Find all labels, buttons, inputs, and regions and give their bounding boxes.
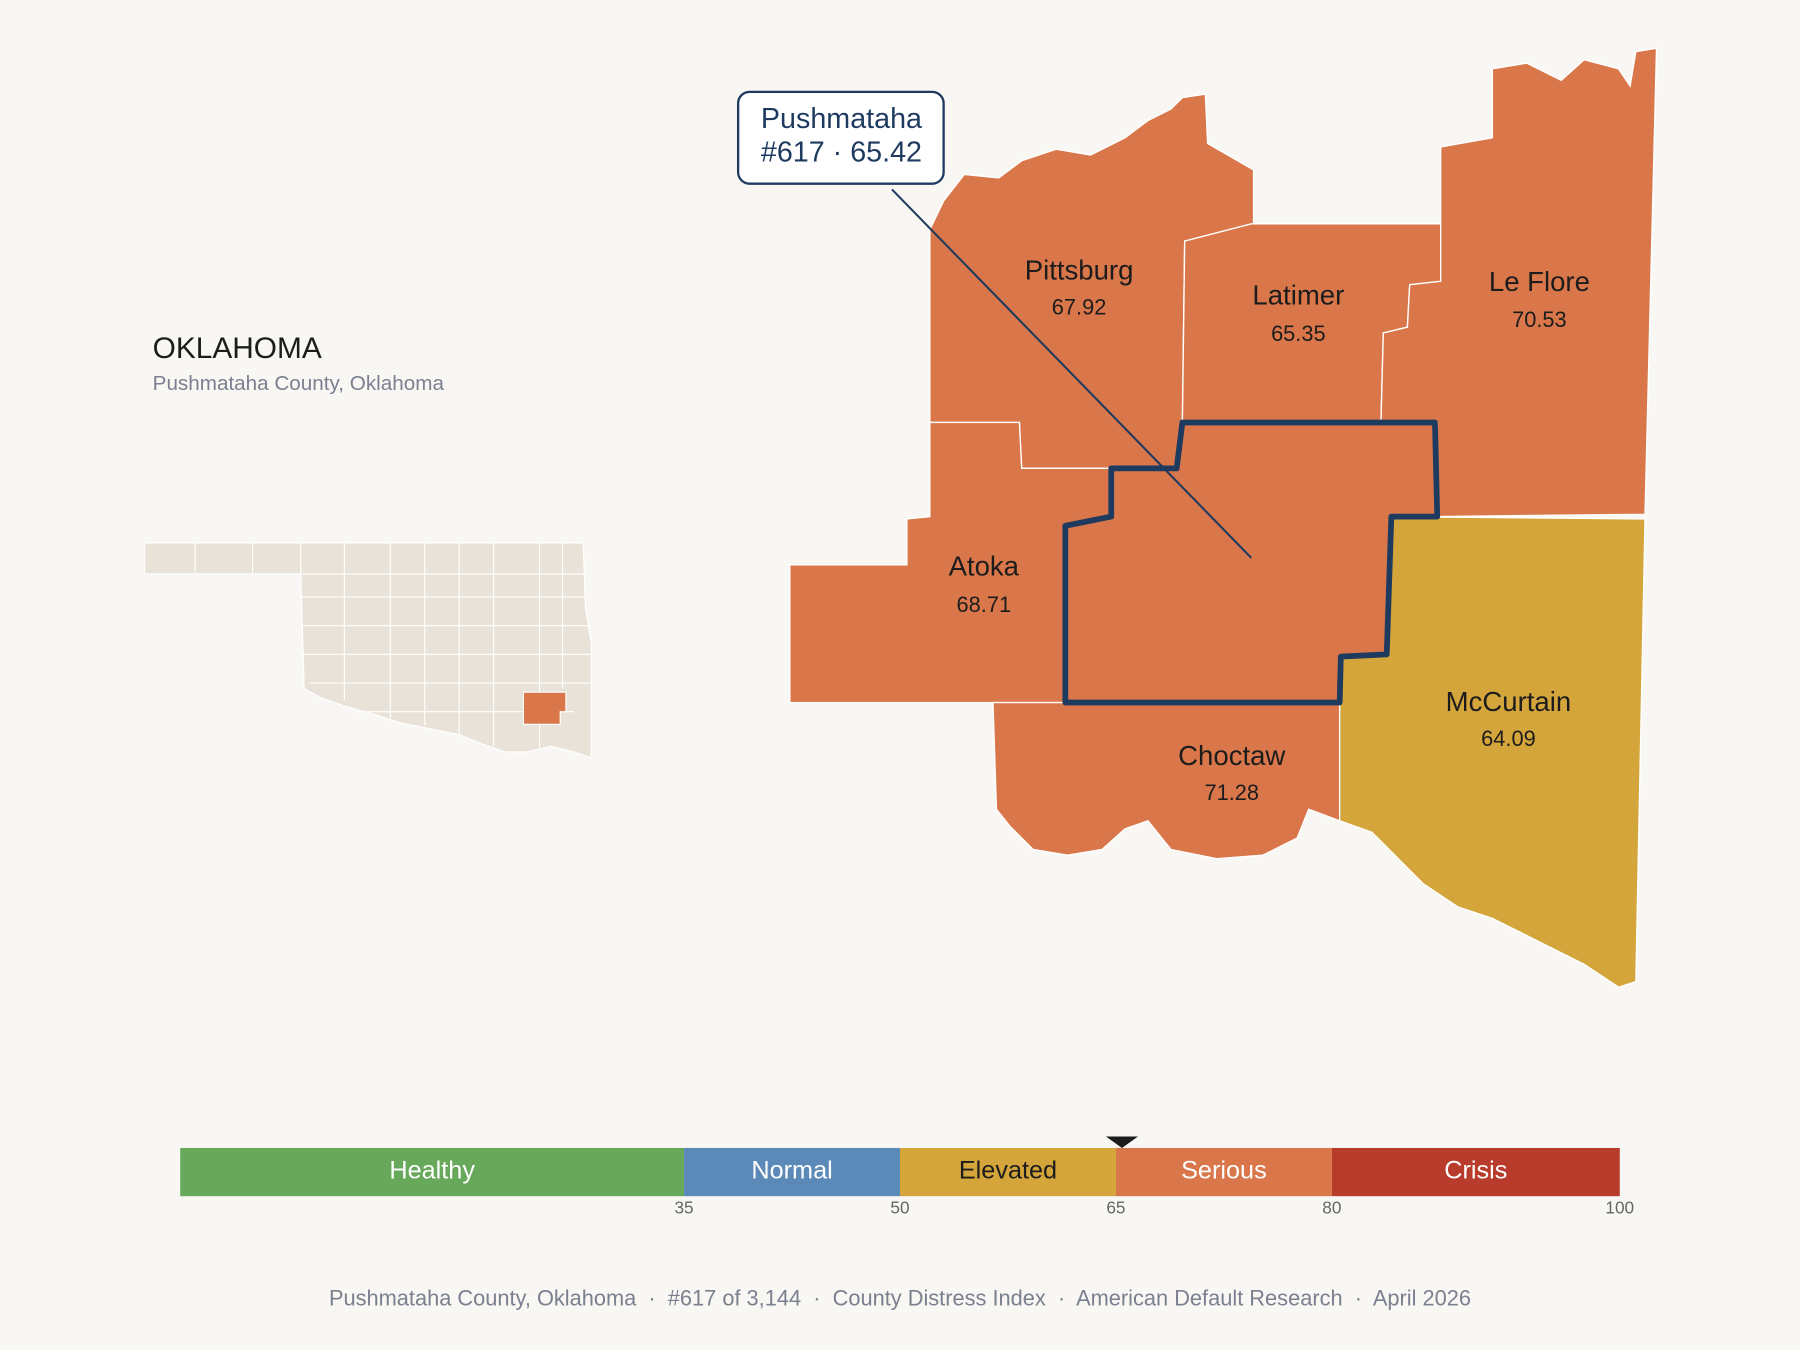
scale-segment-label: Healthy: [389, 1157, 475, 1185]
county-value: 70.53: [1512, 307, 1567, 332]
county-name: Latimer: [1252, 280, 1344, 311]
scale-segment: [900, 1147, 1116, 1197]
scale-segment-label: Crisis: [1444, 1157, 1507, 1185]
county-value: 64.09: [1481, 726, 1536, 751]
footer: Pushmataha County, Oklahoma · #617 of 3,…: [329, 1285, 1471, 1310]
inset-outline: [144, 542, 592, 759]
callout-name: Pushmataha: [761, 103, 922, 135]
leader-line: [891, 188, 1253, 559]
counties: [789, 47, 1658, 989]
title: OKLAHOMA: [153, 332, 322, 365]
scale-segment-label: Normal: [751, 1157, 832, 1185]
county-shape: [992, 701, 1341, 860]
county-labels: Pittsburg 67.92 Latimer 65.35 Le Flore 7…: [949, 254, 1590, 805]
scale-tick-label: 100: [1605, 1197, 1634, 1217]
scale-segment: [180, 1147, 685, 1197]
callout-detail: #617 · 65.42: [761, 136, 922, 168]
county-name: Choctaw: [1178, 740, 1285, 771]
callout: Pushmataha #617 · 65.42: [736, 90, 1253, 559]
inset-state: [144, 542, 592, 759]
scale-segment: [684, 1147, 900, 1197]
scale-tick-label: 65: [1106, 1197, 1125, 1217]
subtitle: Pushmataha County, Oklahoma: [153, 372, 445, 395]
distress-scale: Healthy Normal Elevated Serious Crisis 35 50 65…: [180, 1136, 1634, 1217]
county-value: 71.28: [1204, 780, 1259, 805]
county-value: 65.35: [1271, 321, 1326, 346]
county-name: McCurtain: [1446, 686, 1572, 717]
county-value: 67.92: [1052, 295, 1107, 320]
scale-segment-label: Serious: [1181, 1157, 1267, 1185]
county-value: 68.71: [957, 592, 1012, 617]
inset-county-lines: [194, 542, 592, 749]
county-shape: [1380, 47, 1658, 518]
county-name: Atoka: [949, 551, 1020, 582]
callout-box: [736, 90, 945, 185]
county-name: Pittsburg: [1025, 254, 1134, 285]
scale-segment: [1331, 1147, 1620, 1197]
scale-tick-label: 35: [674, 1197, 693, 1217]
scale-tick-label: 50: [890, 1197, 909, 1217]
scale-segment: [1115, 1147, 1332, 1197]
scale-tick-label: 80: [1322, 1197, 1341, 1217]
scale-segment-label: Elevated: [959, 1157, 1057, 1185]
county-name: Le Flore: [1489, 266, 1590, 297]
inset-focus-county: [522, 691, 567, 725]
scale-marker: [1105, 1136, 1139, 1148]
focus-county-shape[interactable]: [1062, 419, 1441, 706]
